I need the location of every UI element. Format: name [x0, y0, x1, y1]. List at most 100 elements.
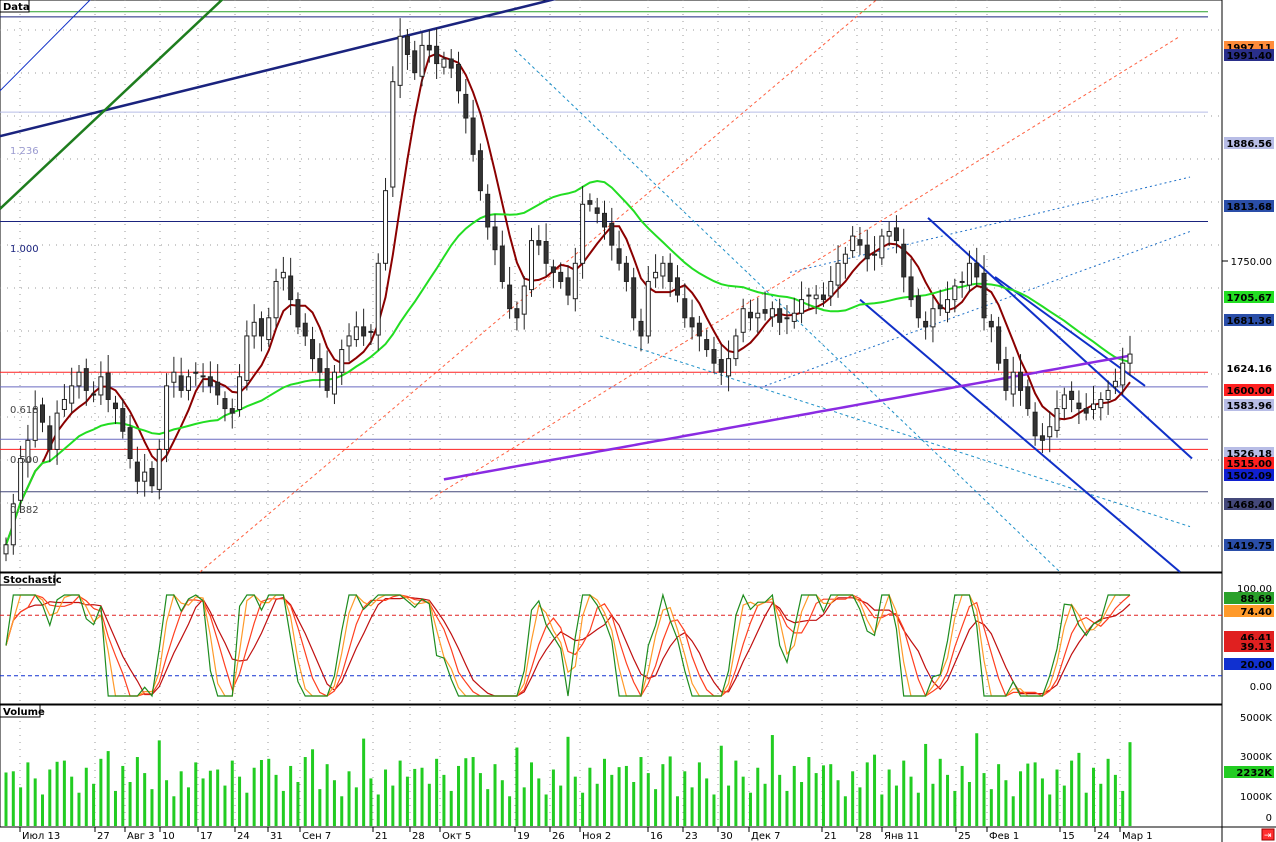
- volume-bar: [48, 769, 52, 826]
- x-tick-label: Окт 5: [442, 831, 471, 842]
- x-tick-label: 28: [412, 831, 425, 842]
- x-tick-label: 30: [720, 831, 733, 842]
- volume-bar: [530, 762, 534, 826]
- candle-body: [61, 398, 67, 410]
- candle-body: [740, 308, 746, 333]
- volume-bar: [1128, 742, 1132, 826]
- volume-bar: [435, 758, 439, 826]
- volume-bar: [1040, 778, 1044, 826]
- candle-body: [185, 376, 191, 391]
- candle-body: [923, 320, 929, 328]
- volume-bar: [274, 774, 278, 826]
- volume-bar: [493, 764, 497, 826]
- volume-bar: [311, 749, 315, 826]
- volume-bar: [522, 787, 526, 826]
- volume-bar: [515, 747, 519, 826]
- corner-toggle-button[interactable]: [1261, 828, 1275, 841]
- volume-bar: [624, 765, 628, 826]
- volume-bar: [639, 757, 643, 826]
- volume-bar: [632, 782, 636, 826]
- candle-body: [470, 117, 476, 155]
- candle-body: [164, 385, 170, 450]
- volume-bar: [296, 782, 300, 826]
- candle-body: [310, 339, 316, 360]
- x-tick-label: 24: [237, 831, 250, 842]
- volume-bar: [1092, 767, 1096, 826]
- x-tick-label: 24: [1097, 831, 1110, 842]
- volume-bar: [946, 774, 950, 826]
- volume-bar: [405, 776, 409, 826]
- candle-body: [1061, 394, 1067, 410]
- candle-body: [631, 277, 637, 319]
- candle-body: [39, 404, 46, 423]
- volume-bar: [1026, 763, 1030, 826]
- candle-body: [368, 330, 374, 333]
- candle-body: [528, 240, 535, 291]
- candle-body: [996, 326, 1002, 364]
- volume-bar: [792, 765, 796, 826]
- candle-body: [1025, 386, 1031, 410]
- price-marker-bg: [1224, 49, 1274, 61]
- volume-bar: [1062, 785, 1066, 826]
- volume-bar: [800, 782, 804, 826]
- green-trend-line: [0, 0, 224, 210]
- candle-body: [134, 461, 140, 482]
- price-marker-bg: [1224, 447, 1274, 459]
- candle-body: [762, 309, 768, 314]
- candle-body: [1112, 380, 1118, 388]
- volume-bar: [289, 765, 293, 826]
- x-tick-label: Фев 1: [989, 831, 1019, 842]
- x-tick-label: 28: [859, 831, 872, 842]
- volume-bar: [873, 754, 877, 826]
- volume-bar: [347, 771, 351, 826]
- volume-bar: [829, 764, 833, 826]
- volume-tick-label: 5000K: [1240, 713, 1272, 724]
- volume-bar: [121, 765, 125, 826]
- stoch-k-line: [5, 593, 1130, 697]
- volume-bar: [77, 792, 81, 826]
- candle-body: [171, 371, 177, 383]
- candle-body: [477, 150, 483, 192]
- volume-bar: [332, 780, 336, 826]
- volume-bar: [325, 764, 329, 826]
- price-marker-label: 1419.75: [1226, 541, 1272, 552]
- price-marker-label: 1886.56: [1226, 139, 1272, 150]
- fib-label-0500: 0.500: [10, 455, 39, 466]
- price-marker-bg: [1224, 200, 1274, 212]
- candle-body: [1003, 359, 1009, 391]
- candle-body: [543, 241, 549, 264]
- candle-body: [448, 58, 454, 69]
- corner-toggle-icon: ⇥: [1264, 831, 1272, 841]
- price-marker-bg: [1224, 457, 1274, 469]
- candle-body: [747, 311, 753, 319]
- stoch-tick-label: 100.00: [1237, 584, 1272, 595]
- price-marker-label: 1468.40: [1226, 500, 1272, 511]
- volume-bar: [464, 758, 468, 826]
- candle-body: [864, 244, 870, 260]
- fib-label-0618: 0.618: [10, 405, 39, 416]
- volume-bar: [836, 780, 840, 826]
- volume-bar: [201, 778, 205, 826]
- volume-axis: 5000K 3000K 1000K 0 2232K: [1224, 713, 1274, 824]
- candle-body: [718, 359, 724, 373]
- stoch-tick-label: 0.00: [1250, 682, 1272, 693]
- date-axis: Июл 13 27 Авг 3 10 17 24 31 Сен 7 21 28 Окт 5 19 26 Н…: [19, 827, 1153, 842]
- price-marker-bg: [1224, 384, 1274, 396]
- candle-body: [251, 321, 257, 337]
- price-marker-bg: [1224, 137, 1274, 149]
- volume-bar: [128, 782, 132, 826]
- candle-body: [156, 448, 162, 490]
- volume-bar: [376, 794, 380, 826]
- candle-body: [521, 285, 527, 315]
- volume-marker-bg: [1224, 766, 1274, 778]
- volume-bar: [208, 770, 212, 826]
- channel-upper: [927, 217, 1193, 460]
- candle-body: [441, 58, 447, 68]
- volume-bar: [508, 796, 512, 826]
- volume-bar: [697, 762, 701, 826]
- stoch-marker-bg: [1224, 640, 1274, 652]
- volume-bar: [727, 785, 731, 826]
- candle-body: [799, 299, 805, 314]
